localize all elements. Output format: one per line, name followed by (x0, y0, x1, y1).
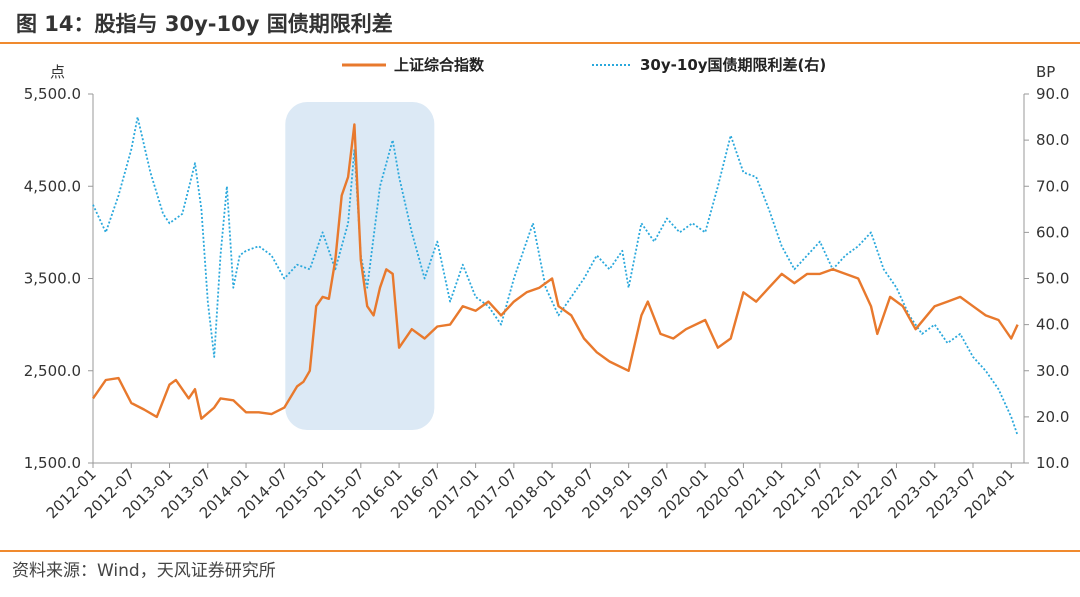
series-layer (92, 116, 1019, 436)
chart-title: 图 14：股指与 30y-10y 国债期限利差 (16, 12, 393, 36)
series-line-index (92, 123, 1019, 420)
footer-rule (0, 550, 1080, 552)
y-left-unit: 点 (50, 63, 65, 81)
y-right-tick-label: 50.0 (1036, 270, 1069, 288)
y-right-tick-label: 10.0 (1036, 454, 1069, 472)
source-note: 资料来源：Wind，天风证券研究所 (12, 561, 276, 581)
y-right-tick-label: 90.0 (1036, 85, 1069, 103)
y-right-unit: BP (1036, 63, 1055, 81)
legend: 上证综合指数 30y-10y国债期限利差(右) (342, 56, 826, 74)
y-left-tick-label: 2,500.0 (24, 362, 81, 380)
axes: 1,500.0 2,500.0 3,500.0 4,500.0 5,500.0 10.0 2… (24, 63, 1070, 522)
y-right-tick-label: 80.0 (1036, 131, 1069, 149)
y-left-tick-label: 3,500.0 (24, 270, 81, 288)
title-underline (0, 42, 1080, 44)
series-line-spread (92, 116, 1019, 436)
y-left-tick-label: 5,500.0 (24, 85, 81, 103)
highlight-region (285, 102, 435, 430)
y-left-tick-label: 1,500.0 (24, 454, 81, 472)
y-right-tick-label: 70.0 (1036, 177, 1069, 195)
y-right-tick-label: 60.0 (1036, 223, 1069, 241)
y-right-tick-label: 40.0 (1036, 316, 1069, 334)
legend-label-index: 上证综合指数 (394, 56, 485, 74)
y-left-tick-label: 4,500.0 (24, 177, 81, 195)
y-right-tick-label: 20.0 (1036, 408, 1069, 426)
legend-label-spread: 30y-10y国债期限利差(右) (640, 56, 826, 74)
y-right-tick-label: 30.0 (1036, 362, 1069, 380)
